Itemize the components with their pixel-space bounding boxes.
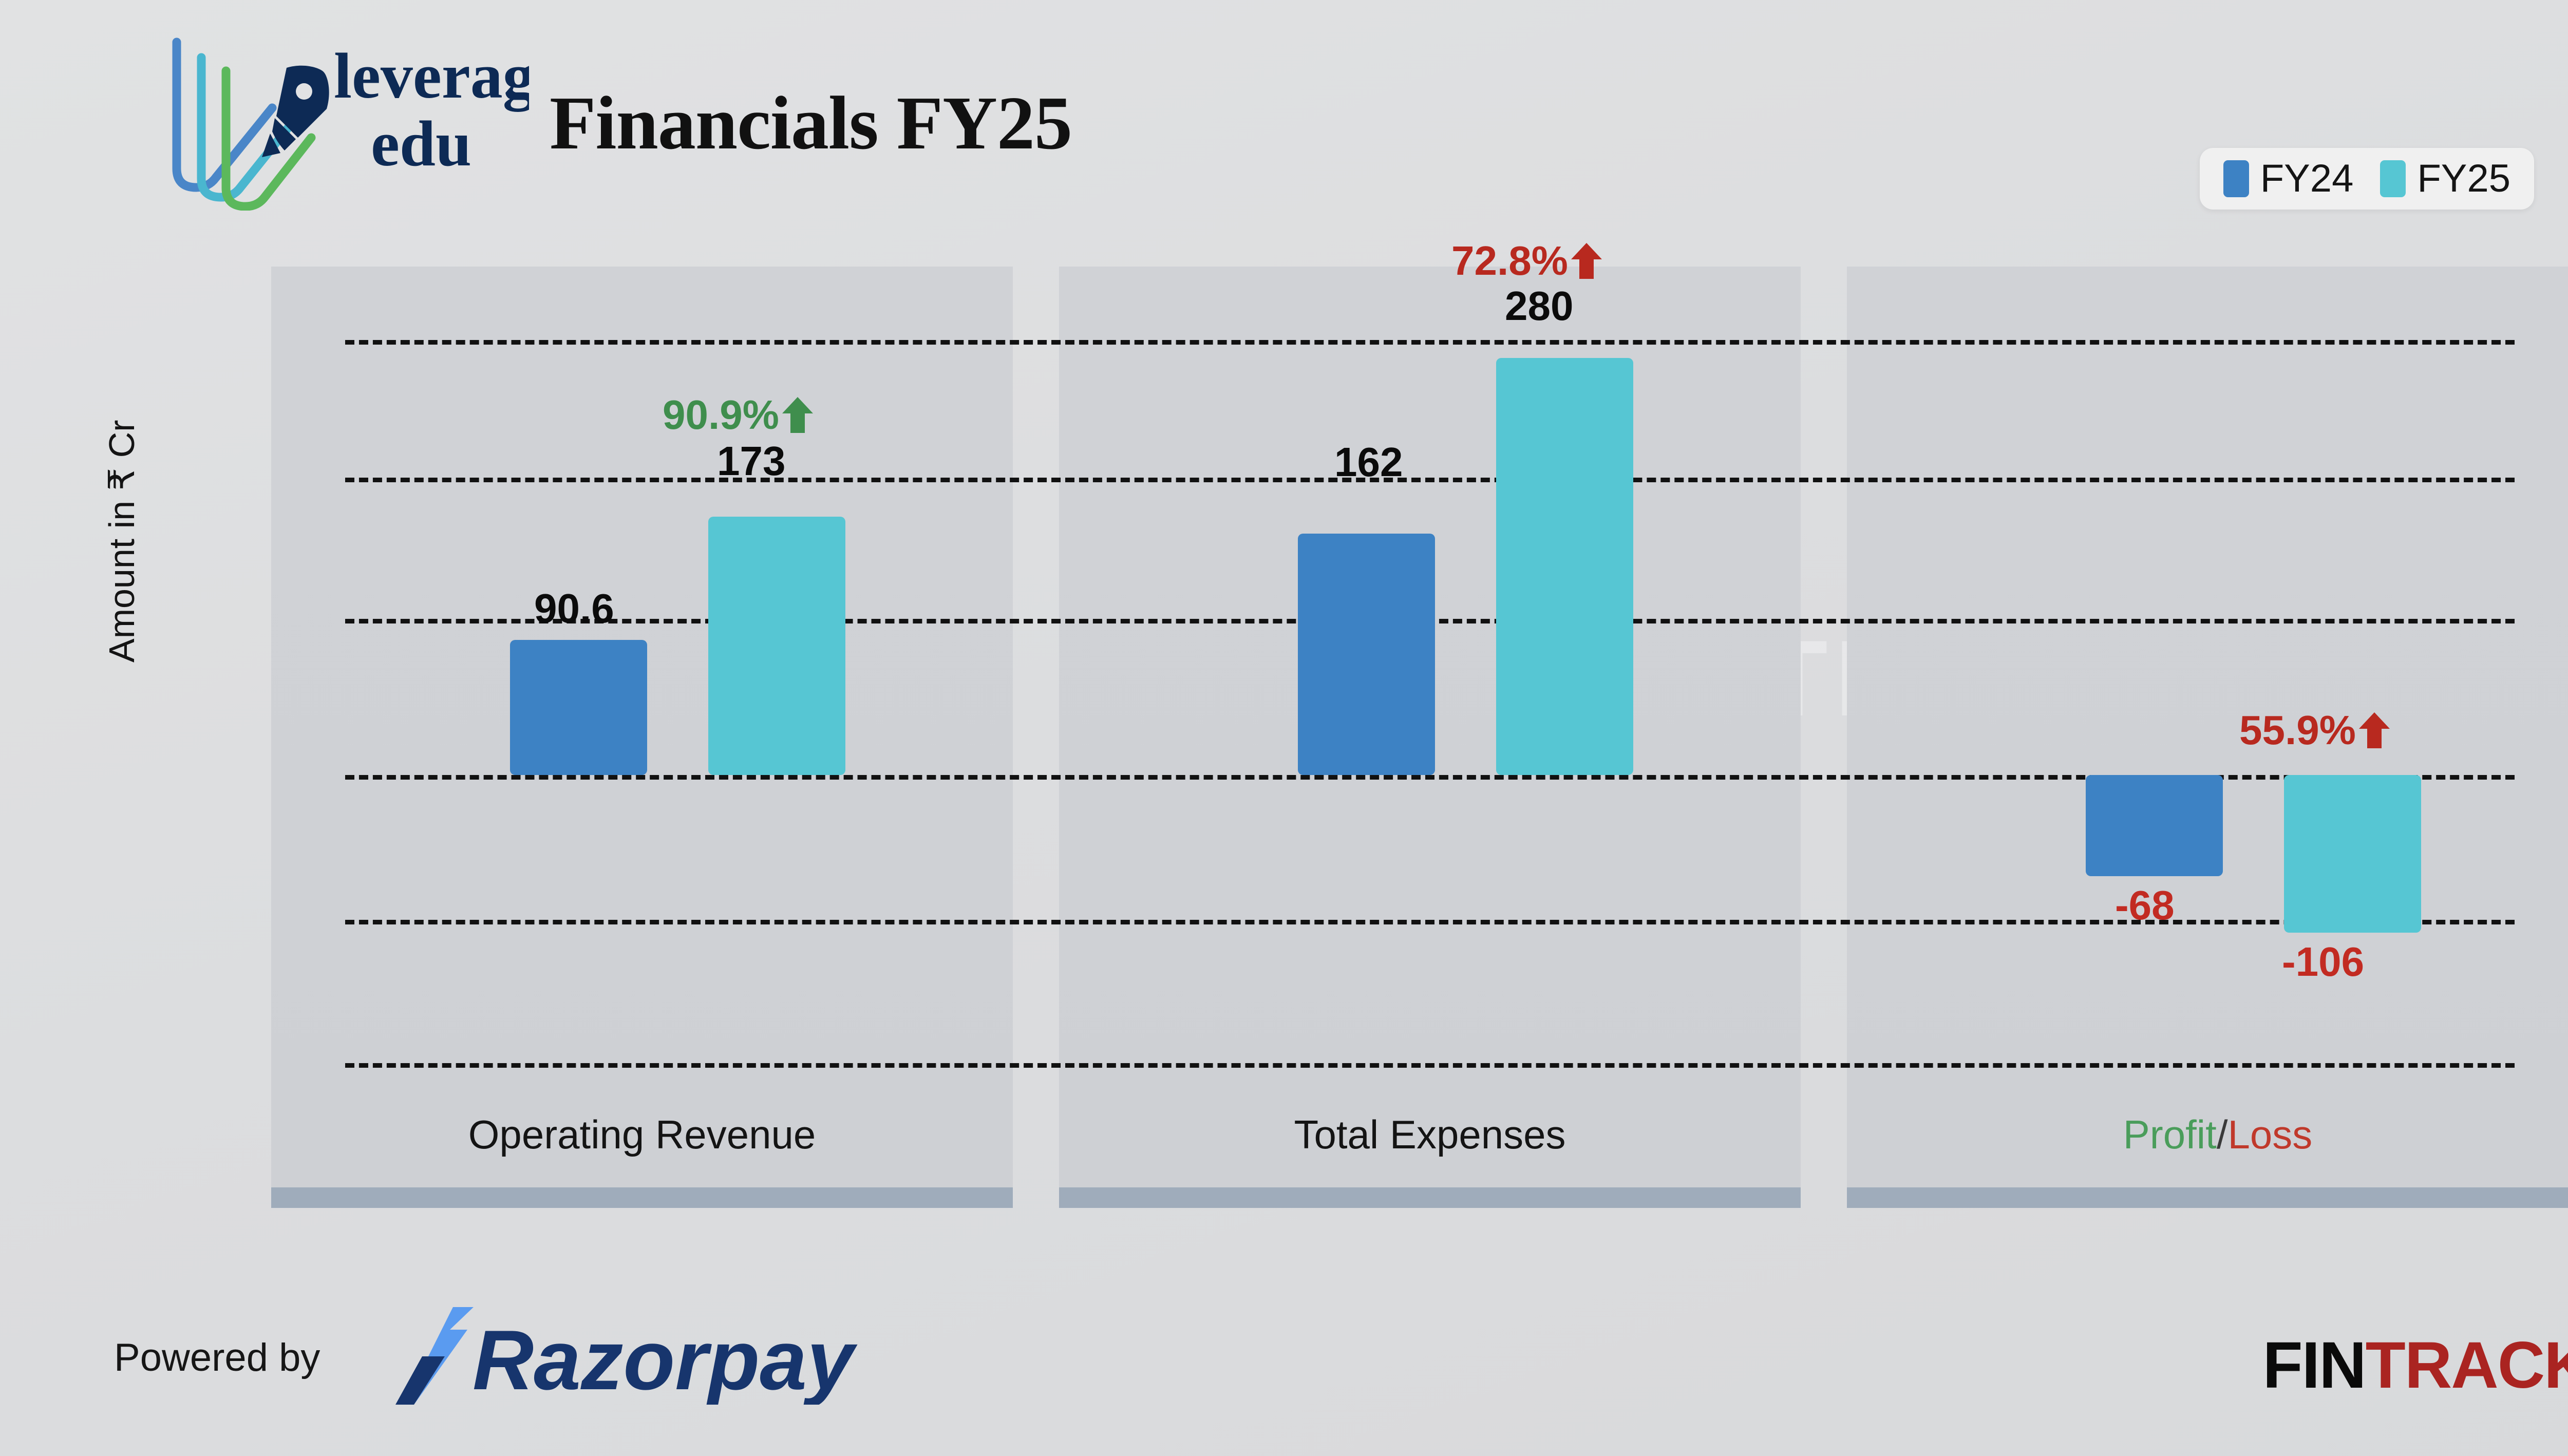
category-label-slash: / [2216,1112,2228,1157]
value-label-operating-revenue-fy25: 173 [717,438,786,484]
logo-word-edu: edu [371,108,471,180]
growth-badge-operating-revenue: 90.9% [663,394,814,436]
chart-panel-operating-revenue [271,267,1013,1187]
legend-swatch-fy25 [2380,160,2406,197]
razorpay-wordmark: Razorpay [473,1313,858,1405]
panel-footer-bar-2 [1059,1187,1801,1208]
razorpay-logo: Razorpay [395,1307,940,1407]
legend-item-fy25[interactable]: FY25 [2380,159,2510,198]
y-axis-label: Amount in ₹ Cr [102,420,142,663]
growth-badge-profit-loss: 55.9% [2239,710,2391,751]
arrow-up-icon [782,397,813,433]
value-label-total-expenses-fy24: 162 [1334,439,1403,485]
value-label-total-expenses-fy25: 280 [1505,283,1574,329]
chart-legend: FY24 FY25 [2199,148,2534,210]
legend-label-fy24: FY24 [2260,157,2354,200]
category-label-operating-revenue: Operating Revenue [468,1112,816,1157]
category-label-profit: Profit [2123,1112,2217,1157]
value-label-operating-revenue-fy24: 90.6 [534,585,614,631]
legend-swatch-fy24 [2223,160,2249,197]
bar-profit-loss-fy24[interactable] [2086,775,2223,876]
arrow-up-icon [1571,243,1602,279]
bar-profit-loss-fy25[interactable] [2284,775,2421,933]
gridline-6 [345,1063,2515,1068]
category-label-loss: Loss [2227,1112,2313,1157]
value-label-profit-loss-fy25: -106 [2282,939,2365,985]
panel-footer-bar-3 [1847,1187,2568,1208]
fintrackr-logo: FINTRACKR [2262,1328,2568,1403]
fintrackr-trackr: TRACKR [2365,1329,2568,1402]
page-title: Financials FY25 [550,81,1072,165]
value-label-profit-loss-fy24: -68 [2115,882,2175,928]
bar-total-expenses-fy24[interactable] [1298,534,1435,775]
bar-operating-revenue-fy25[interactable] [708,517,845,775]
gridline-zero [345,775,2515,780]
growth-badge-total-expenses: 72.8% [1451,240,1603,281]
bar-operating-revenue-fy24[interactable] [510,640,647,775]
legend-item-fy24[interactable]: FY24 [2223,157,2354,200]
gridline-5 [345,920,2515,924]
growth-value-operating-revenue: 90.9% [663,392,779,438]
gridline-2 [345,478,2515,482]
legend-label-fy25: FY25 [2417,157,2510,200]
fintrackr-fin: FIN [2262,1329,2366,1402]
watermark-fintrackr: FINTRACKR [1566,618,2260,739]
arrow-up-icon [2358,712,2390,748]
growth-value-total-expenses: 72.8% [1451,238,1568,283]
gridline-1 [345,340,2515,345]
powered-by-label: Powered by [114,1336,320,1379]
panel-footer-bar-1 [271,1187,1013,1208]
category-label-profit-loss: Profit/Loss [1847,1114,2568,1155]
category-label-total-expenses: Total Expenses [1294,1112,1566,1157]
